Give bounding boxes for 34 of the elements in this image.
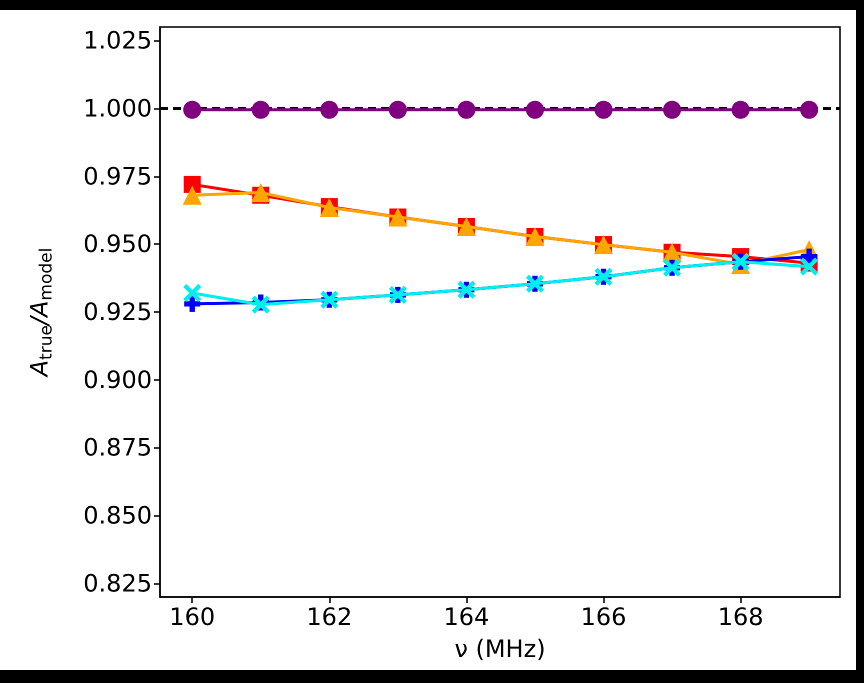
x-tick-label: 162: [306, 603, 352, 631]
point: [320, 100, 338, 119]
y-tick-label: 1.025: [83, 26, 152, 55]
point: [800, 100, 818, 119]
x-tick-label: 160: [169, 603, 216, 631]
x-axis-title: ν (MHz): [454, 635, 546, 663]
y-tick-label: 0.850: [83, 502, 152, 530]
x-tick-label: 168: [718, 603, 764, 631]
y-axis-title: Atrue/Amodel: [26, 248, 56, 378]
y-tick-label: 0.950: [83, 230, 152, 258]
point: [800, 258, 818, 276]
point: [184, 296, 200, 312]
x-tick-label: 164: [444, 603, 490, 631]
point: [663, 100, 682, 119]
point: [457, 100, 476, 119]
y-tick-label: 0.925: [83, 298, 152, 326]
point: [183, 100, 202, 119]
point: [526, 100, 544, 119]
point: [388, 100, 407, 119]
point: [182, 186, 202, 205]
point: [252, 296, 270, 314]
point: [184, 176, 201, 193]
point: [732, 100, 750, 119]
point: [801, 248, 818, 265]
point: [594, 100, 613, 119]
y-tick-label: 0.975: [83, 162, 152, 190]
x-tick-label: 166: [580, 603, 626, 631]
point: [251, 183, 270, 202]
y-tick-label: 1.000: [83, 94, 152, 122]
point: [252, 100, 270, 119]
point: [183, 284, 202, 302]
y-tick-label: 0.875: [83, 434, 152, 462]
y-tick-label: 0.900: [83, 366, 152, 394]
y-tick-label: 0.825: [83, 569, 152, 598]
